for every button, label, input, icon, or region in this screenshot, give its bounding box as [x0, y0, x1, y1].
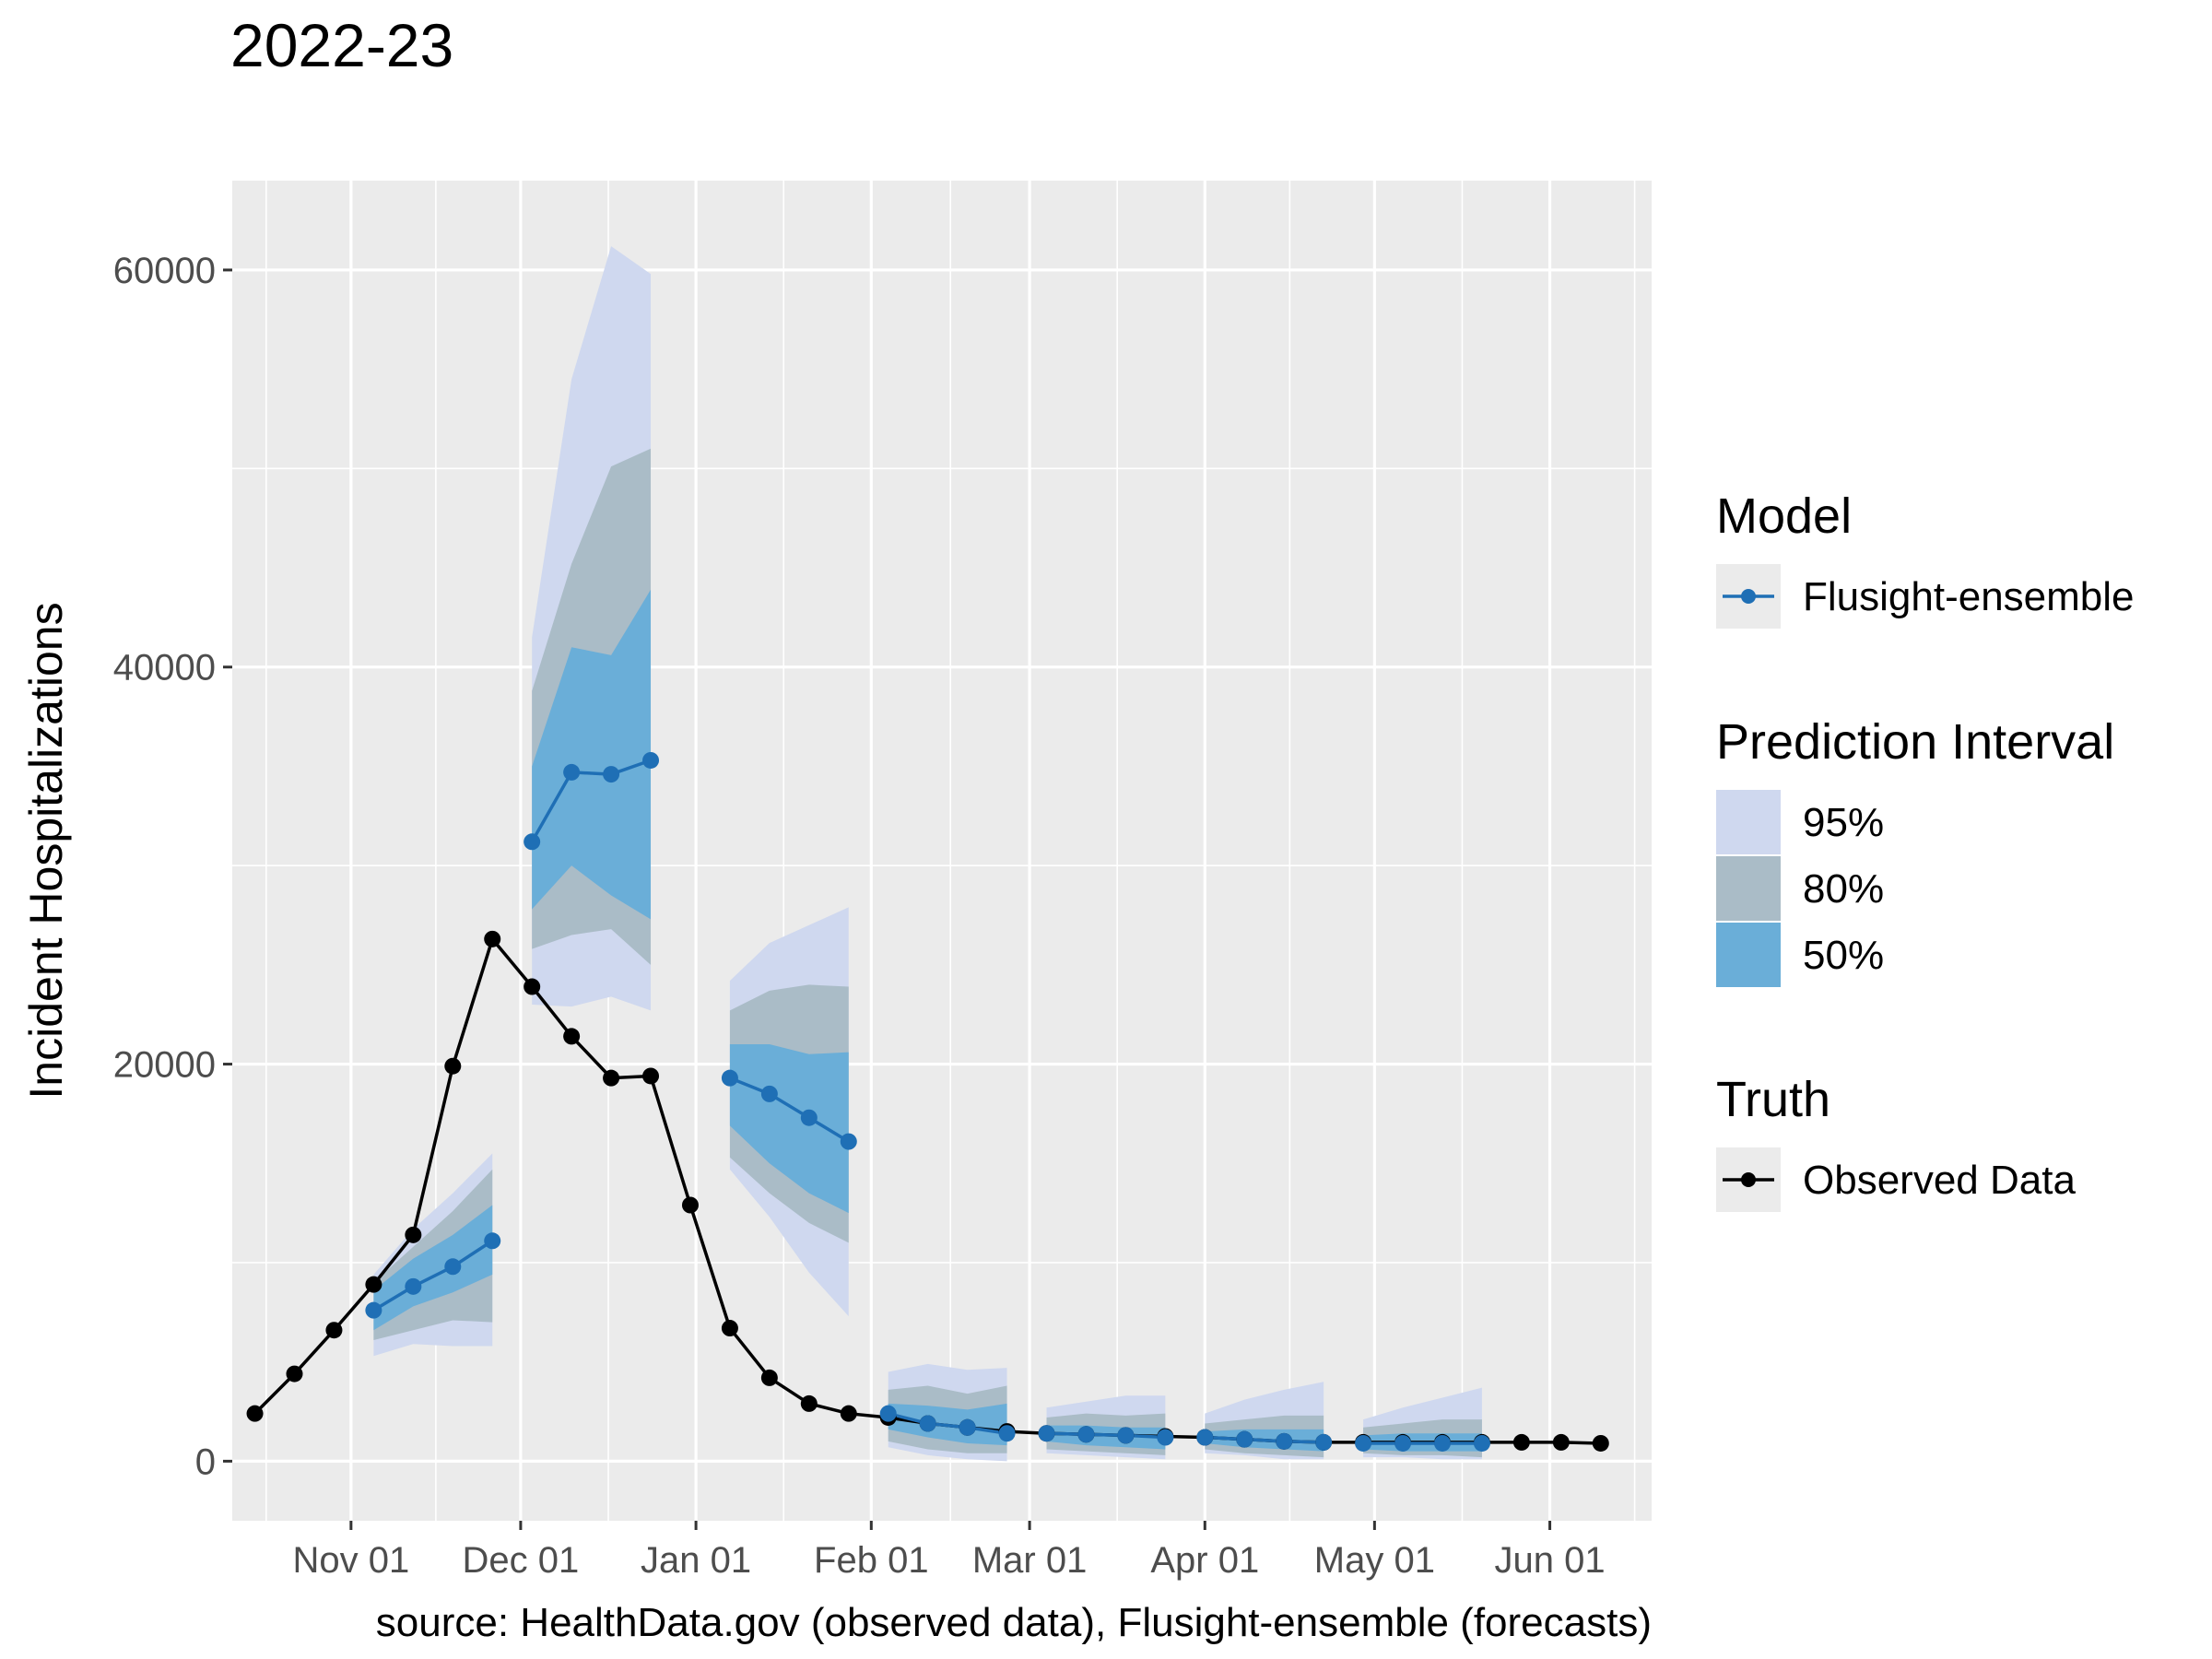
forecast-line — [1205, 1435, 1324, 1444]
observed-point — [1552, 1433, 1570, 1451]
legend-label-pi80: 80% — [1803, 866, 1884, 912]
forecast-point — [484, 1232, 501, 1250]
legend-label-pi50: 50% — [1803, 933, 1884, 978]
x-tick-label: Jan 01 — [641, 1540, 751, 1581]
legend-label-model: Flusight-ensemble — [1803, 574, 2135, 619]
x-tick-label: Nov 01 — [292, 1540, 409, 1581]
forecast-point — [1473, 1434, 1490, 1452]
forecast-point — [919, 1415, 936, 1432]
forecast-line — [1046, 1431, 1166, 1440]
forecast-point — [760, 1085, 778, 1102]
forecast-line — [888, 1411, 1007, 1435]
chart-caption: source: HealthData.gov (observed data), … — [376, 1600, 1652, 1645]
legend-title-pi: Prediction Interval — [1716, 714, 2114, 770]
legend-label-truth: Observed Data — [1803, 1158, 2076, 1203]
legend: Model Flusight-ensemble Prediction Inter… — [1716, 488, 2135, 1212]
grid-major — [232, 181, 1652, 1521]
y-tick-label: 60000 — [113, 251, 216, 291]
forecast-point — [405, 1277, 422, 1295]
forecast-point — [1433, 1434, 1451, 1452]
forecast-point — [721, 1069, 738, 1087]
legend-title-model: Model — [1716, 488, 1852, 544]
series-points — [246, 751, 1609, 1452]
observed-point — [325, 1322, 343, 1339]
observed-point — [563, 1028, 581, 1045]
forecast-point — [1394, 1434, 1412, 1452]
forecast-line — [372, 1239, 494, 1312]
prediction-bands — [373, 246, 1482, 1462]
observed-point — [365, 1276, 382, 1293]
y-tick-label: 0 — [195, 1441, 216, 1482]
observed-point — [603, 1069, 620, 1087]
forecast-point — [1315, 1433, 1333, 1451]
pi50-band — [532, 589, 652, 920]
forecast-point — [563, 763, 581, 781]
forecast-point — [959, 1418, 976, 1436]
grid-minor — [232, 181, 1652, 1521]
pi50-band — [1046, 1425, 1166, 1450]
observed-point — [840, 1405, 857, 1422]
legend-key-truth-point — [1741, 1172, 1756, 1187]
observed-point — [721, 1320, 738, 1337]
forecast-point — [879, 1405, 897, 1422]
forecast-point — [1355, 1434, 1372, 1452]
x-tick-label: Feb 01 — [814, 1540, 929, 1581]
y-axis: 0 20000 40000 60000 — [113, 251, 232, 1482]
y-tick-label: 20000 — [113, 1045, 216, 1086]
forecast-point — [365, 1301, 382, 1319]
observed-point — [800, 1394, 818, 1412]
forecast-point — [1117, 1427, 1135, 1444]
observed-point — [760, 1369, 778, 1386]
y-tick-label: 40000 — [113, 648, 216, 688]
observed-point — [524, 978, 541, 995]
observed-point — [405, 1226, 422, 1243]
forecast-point — [1236, 1430, 1253, 1448]
legend-label-pi95: 95% — [1803, 800, 1884, 845]
forecast-point — [524, 833, 541, 851]
forecast-point — [998, 1425, 1016, 1442]
x-tick-label: Apr 01 — [1150, 1540, 1259, 1581]
forecast-point — [444, 1258, 462, 1276]
forecast-point — [603, 766, 620, 783]
chart-title: 2022-23 — [230, 11, 453, 79]
forecast-point — [642, 751, 660, 769]
x-tick-label: May 01 — [1314, 1540, 1435, 1581]
forecast-line — [729, 1077, 850, 1144]
forecast-point — [1276, 1432, 1293, 1450]
pi50-band — [729, 1044, 849, 1214]
x-axis: Nov 01 Dec 01 Jan 01 Feb 01 Mar 01 Apr 01 May … — [292, 1521, 1606, 1581]
legend-title-truth: Truth — [1716, 1072, 1830, 1127]
observed-point — [246, 1405, 264, 1422]
observed-point — [1512, 1433, 1530, 1451]
forecast-point — [1077, 1426, 1095, 1443]
x-tick-label: Mar 01 — [972, 1540, 1088, 1581]
observed-point — [1592, 1434, 1609, 1452]
observed-point — [642, 1067, 660, 1085]
forecast-point — [1038, 1425, 1055, 1442]
legend-key-pi95 — [1716, 790, 1781, 854]
observed-point — [484, 930, 501, 947]
legend-key-pi50 — [1716, 923, 1781, 987]
forecast-point — [800, 1109, 818, 1126]
legend-key-pi80 — [1716, 856, 1781, 921]
y-axis-label: Incident Hospitalizations — [20, 602, 72, 1099]
observed-point — [444, 1057, 462, 1075]
legend-key-model-point — [1741, 589, 1756, 604]
x-tick-label: Jun 01 — [1495, 1540, 1606, 1581]
forecast-point — [840, 1133, 857, 1150]
x-tick-label: Dec 01 — [463, 1540, 580, 1581]
forecast-line — [530, 759, 652, 843]
forecast-point — [1196, 1429, 1214, 1446]
pi50-band — [373, 1205, 493, 1331]
observed-point — [681, 1196, 699, 1214]
forecast-point — [1157, 1429, 1174, 1446]
observed-point — [286, 1365, 303, 1382]
